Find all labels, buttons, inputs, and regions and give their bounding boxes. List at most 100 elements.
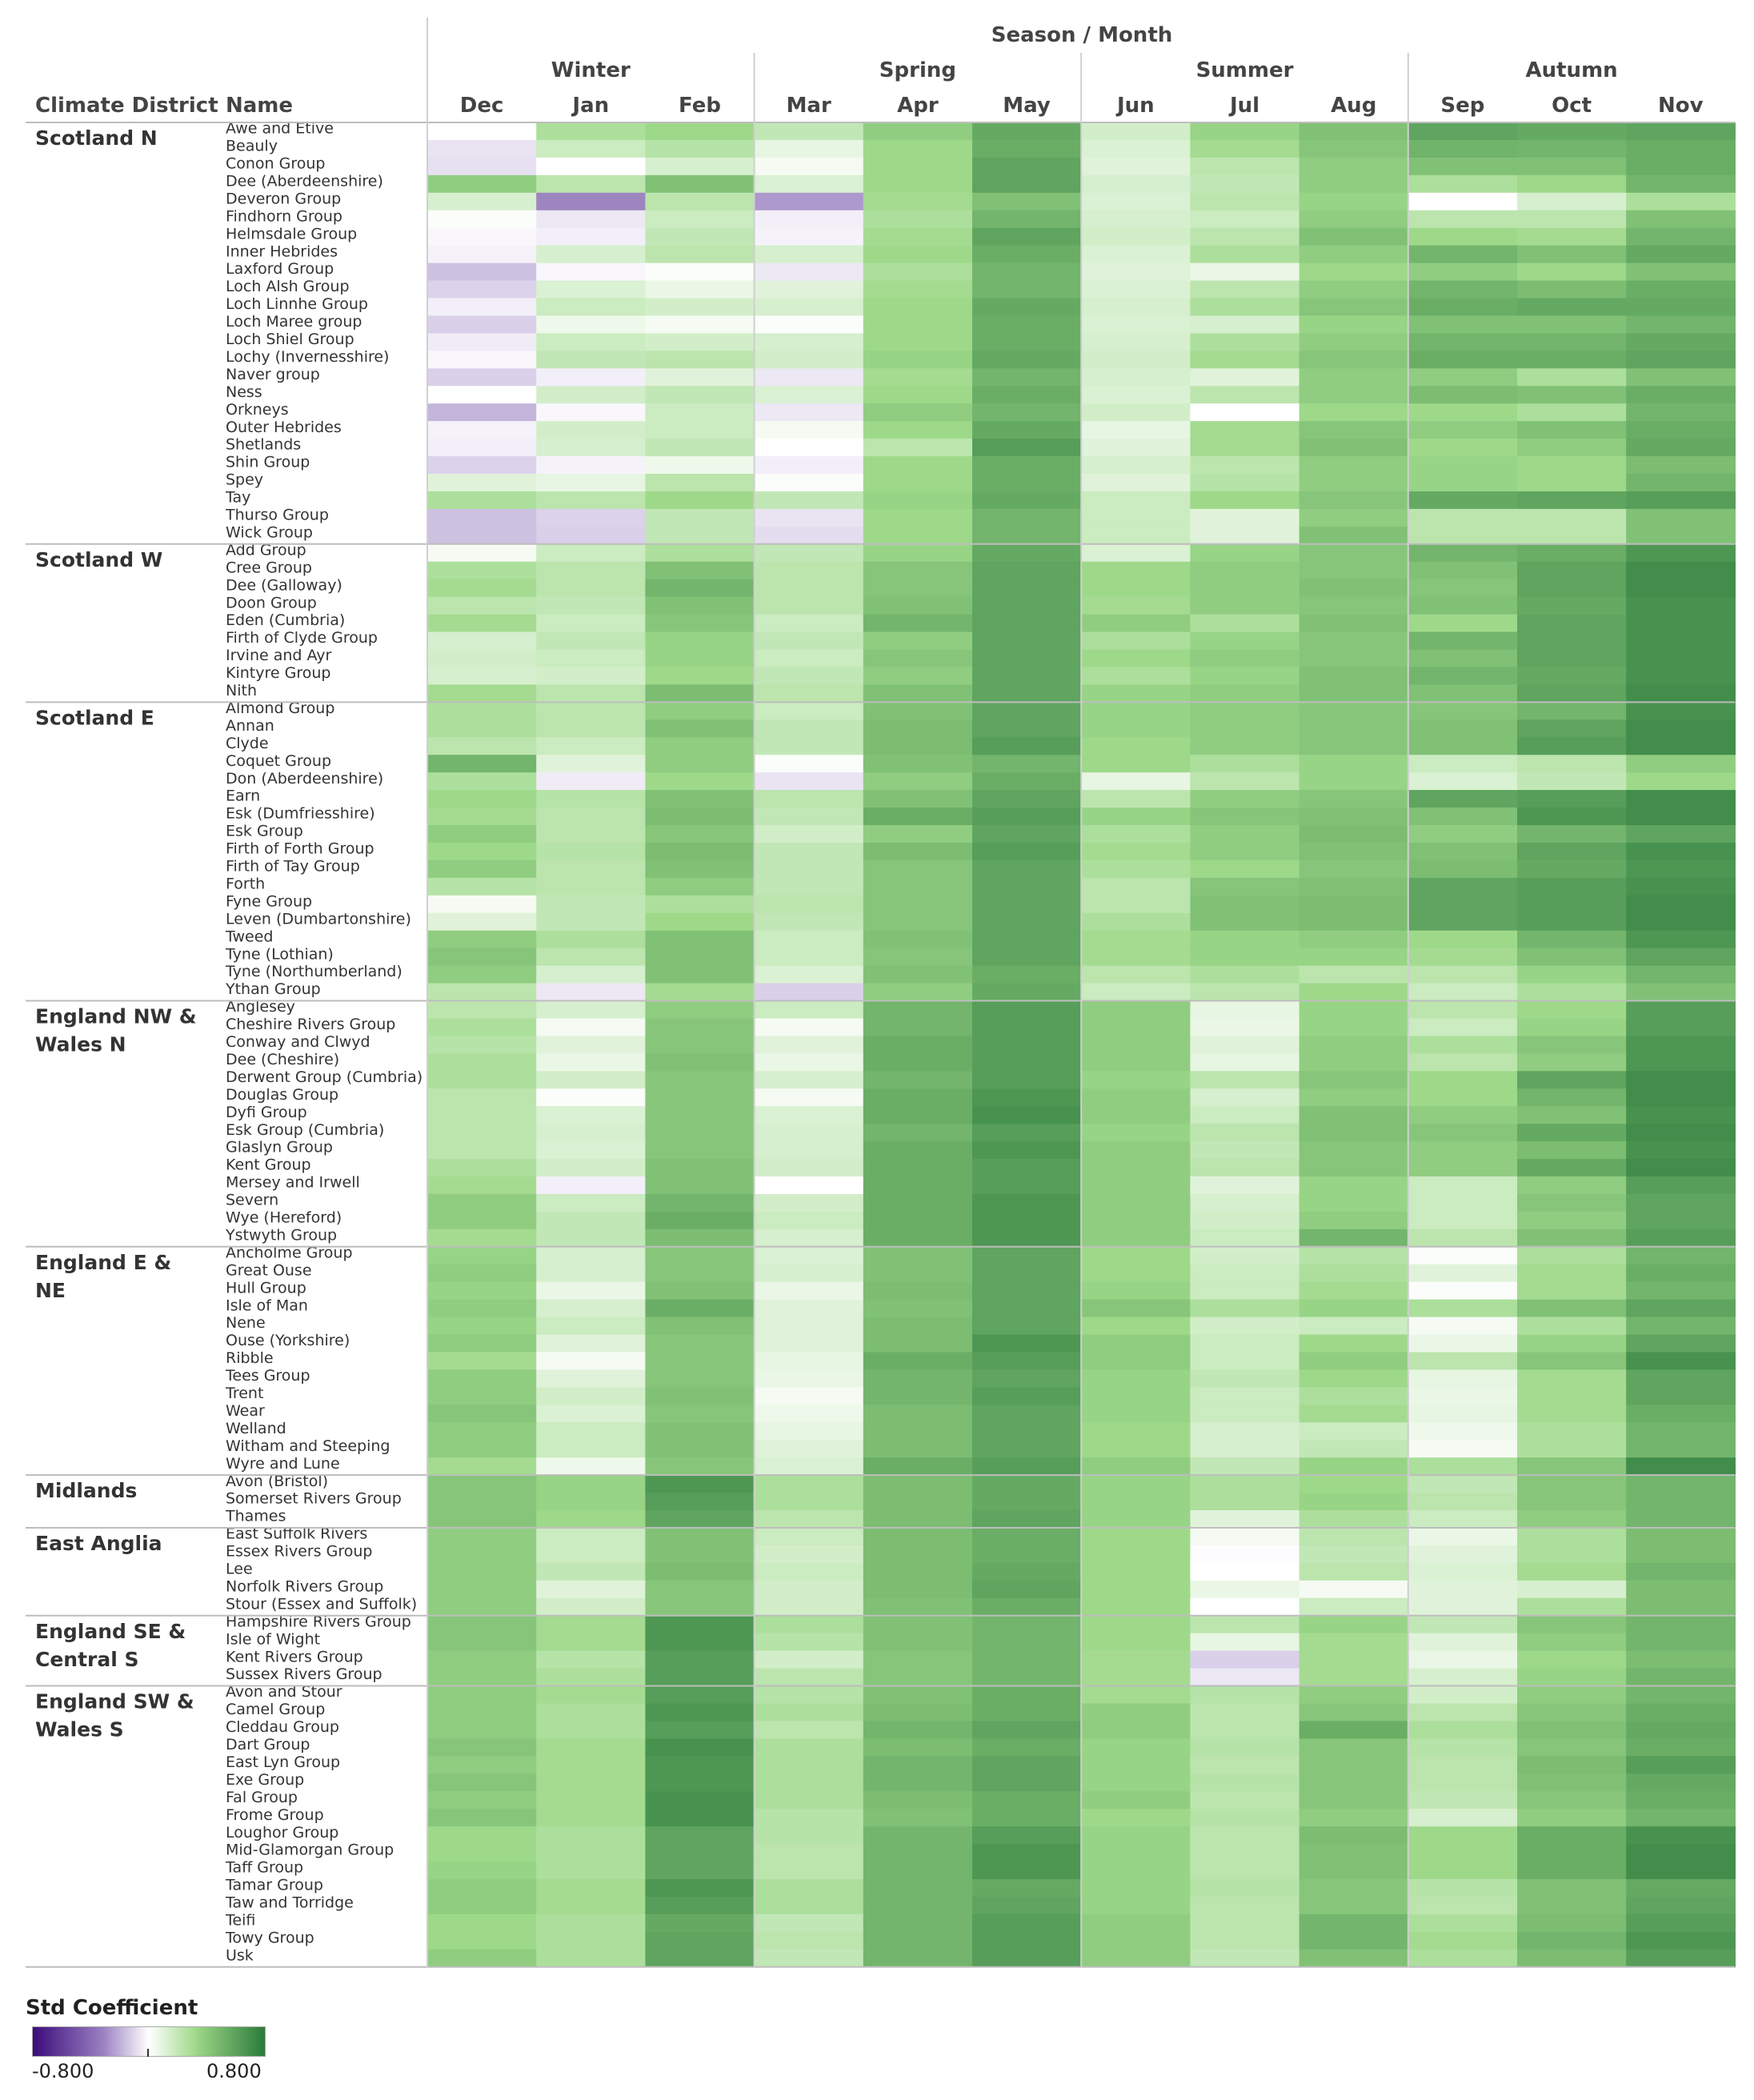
heat-cell [1299, 1018, 1409, 1036]
heat-cell [1190, 596, 1300, 615]
row-name-label: Helmsdale Group [226, 225, 357, 242]
heat-cell [645, 456, 755, 475]
heat-cell [754, 1791, 864, 1809]
heat-cell [863, 772, 973, 791]
heat-cell [1517, 157, 1627, 176]
heat-cell [1626, 1826, 1736, 1845]
heat-cell [972, 1545, 1082, 1564]
heat-cell [427, 1949, 537, 1968]
heat-cell [1190, 930, 1300, 949]
heat-cell [1299, 210, 1409, 229]
heat-cell [1626, 245, 1736, 264]
heat-cell [645, 1931, 755, 1950]
heat-cell [754, 1124, 864, 1142]
heat-cell [1190, 737, 1300, 755]
heat-cell [1517, 1528, 1627, 1546]
heat-cell [1190, 192, 1300, 211]
heat-cell [1190, 526, 1300, 545]
heat-cell [1299, 561, 1409, 580]
heat-cell [1408, 1862, 1518, 1880]
heat-cell [1299, 1141, 1409, 1160]
heat-cell [1626, 1510, 1736, 1529]
heat-cell [972, 1756, 1082, 1774]
heat-cell [536, 474, 646, 492]
heat-cell [536, 1088, 646, 1107]
heat-cell [1626, 1528, 1736, 1546]
heat-cell [536, 1405, 646, 1423]
heat-cell [536, 1281, 646, 1300]
heat-cell [754, 1159, 864, 1177]
row-name-label: Doon Group [226, 594, 317, 611]
heat-cell [972, 737, 1082, 755]
heat-cell [1408, 737, 1518, 755]
heat-cell [1190, 543, 1300, 563]
legend-max-label: 0.800 [206, 2060, 262, 2082]
heat-cell [754, 245, 864, 264]
heat-cell [972, 1036, 1082, 1054]
heat-cell [1299, 1228, 1409, 1248]
heat-cell [1626, 315, 1736, 334]
heat-cell [1190, 1457, 1300, 1476]
heat-cell [1626, 596, 1736, 615]
heat-cell [1517, 1193, 1627, 1212]
heat-cell [754, 1369, 864, 1388]
heat-cell [863, 421, 973, 439]
row-name-label: Esk Group [226, 823, 303, 840]
row-name-label: Naver group [226, 366, 320, 383]
heat-cell [754, 351, 864, 369]
heat-cell [972, 596, 1082, 615]
heat-cell [1408, 1036, 1518, 1054]
heat-cell [1081, 649, 1191, 668]
row-name-label: Almond Group [226, 699, 334, 717]
heat-cell [1626, 139, 1736, 158]
heat-cell [863, 1334, 973, 1353]
heat-cell [645, 1000, 755, 1020]
heat-cell [536, 1949, 646, 1968]
heat-cell [536, 543, 646, 563]
heat-cell [1299, 983, 1409, 1002]
heat-cell [754, 1228, 864, 1248]
heat-cell [1081, 139, 1191, 158]
heat-cell [1517, 333, 1627, 351]
heat-cell [754, 596, 864, 615]
row-name-label: Camel Group [226, 1701, 325, 1718]
district-label-line: Wales S [35, 1718, 124, 1741]
heat-cell [1626, 667, 1736, 685]
heat-cell [1626, 192, 1736, 211]
heat-cell [1081, 1949, 1191, 1968]
heat-cell [1190, 579, 1300, 598]
heat-cell [972, 1106, 1082, 1124]
heat-cell [1299, 508, 1409, 527]
heat-cell [972, 1317, 1082, 1336]
heat-cell [754, 1422, 864, 1441]
heat-cell [972, 543, 1082, 563]
heat-cell [1517, 439, 1627, 457]
heat-cell [427, 825, 537, 844]
heat-cell [645, 1562, 755, 1581]
heat-cell [1299, 1369, 1409, 1388]
heat-cell [972, 1405, 1082, 1423]
heat-cell [427, 1862, 537, 1880]
heat-cell [427, 965, 537, 984]
heat-cell [1517, 1334, 1627, 1353]
heat-cell [972, 1159, 1082, 1177]
heat-cell [1517, 1176, 1627, 1195]
heat-cell [1190, 702, 1300, 720]
legend-color-ramp [32, 2026, 266, 2057]
heat-cell [1626, 157, 1736, 176]
heat-cell [1626, 1053, 1736, 1072]
heat-cell [863, 174, 973, 194]
heat-cell [536, 808, 646, 826]
heat-cell [972, 1773, 1082, 1792]
heat-cell [863, 790, 973, 808]
heat-cell [536, 174, 646, 194]
heat-cell [1190, 1510, 1300, 1529]
heat-cell [1190, 1791, 1300, 1809]
heat-cell [972, 439, 1082, 457]
heat-cell [1081, 1562, 1191, 1581]
heat-cell [754, 1053, 864, 1072]
heat-cell [645, 1228, 755, 1248]
heat-cell [536, 1633, 646, 1652]
heat-cell [536, 192, 646, 211]
